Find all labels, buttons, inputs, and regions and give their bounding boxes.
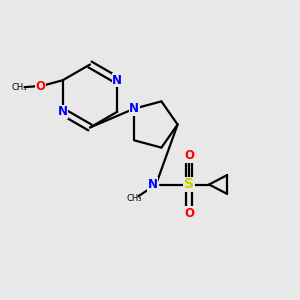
Text: O: O xyxy=(184,207,194,220)
Text: CH₃: CH₃ xyxy=(11,83,27,92)
Text: N: N xyxy=(147,178,158,191)
Text: N: N xyxy=(112,74,122,87)
Text: N: N xyxy=(129,102,139,115)
Text: O: O xyxy=(184,149,194,162)
Text: N: N xyxy=(58,105,68,118)
Text: O: O xyxy=(35,80,45,93)
Text: S: S xyxy=(184,178,194,191)
Text: CH₃: CH₃ xyxy=(126,194,142,202)
